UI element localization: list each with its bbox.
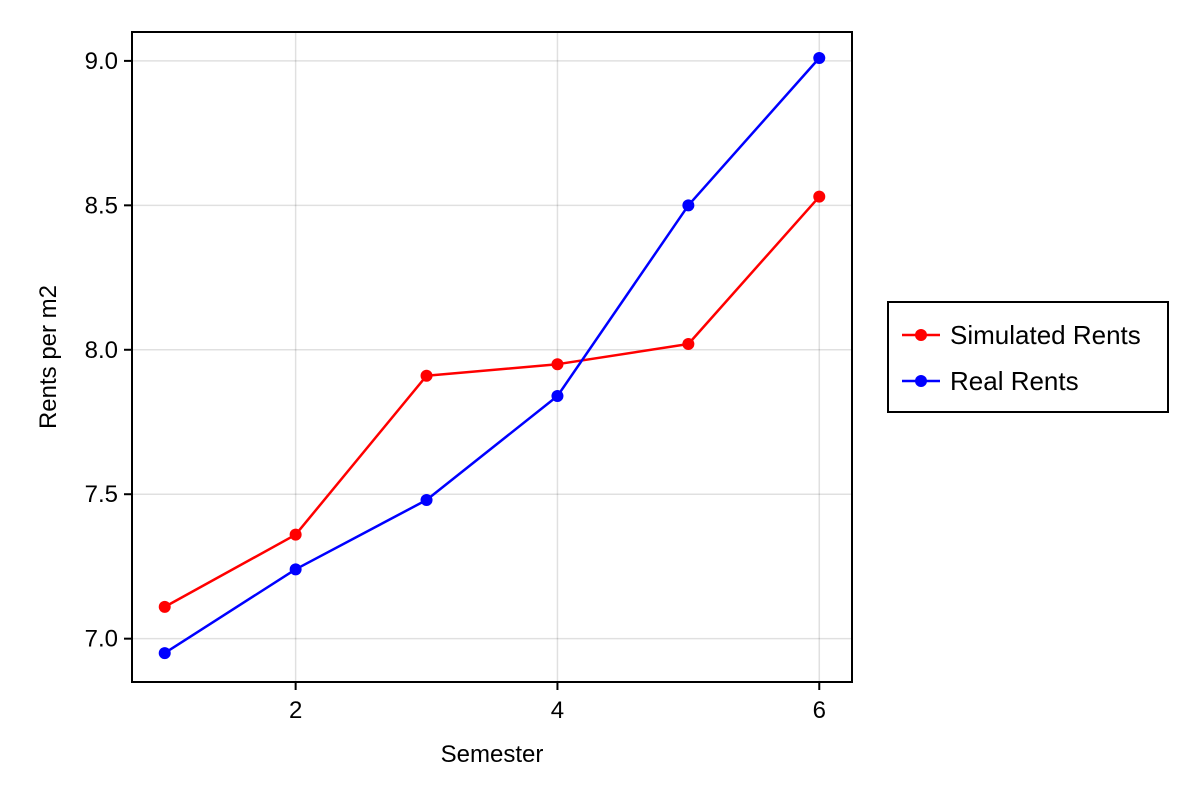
series-line xyxy=(164,57,821,655)
data-point xyxy=(420,369,433,382)
series-simulated-rents xyxy=(158,190,826,613)
legend-items: Simulated Rents Real Rents xyxy=(902,320,1141,396)
legend-label: Simulated Rents xyxy=(950,320,1141,350)
data-point xyxy=(682,199,695,212)
data-point xyxy=(289,563,302,576)
legend-marker xyxy=(915,375,927,387)
data-point xyxy=(813,190,826,203)
plot-area-frame xyxy=(131,31,853,683)
y-tick-label: 7.5 xyxy=(85,481,118,508)
x-tick-label: 4 xyxy=(551,697,564,724)
data-point xyxy=(551,390,564,402)
legend-item: Simulated Rents xyxy=(902,320,1141,350)
axis-ticks: 2 4 6 7.0 7.5 8.0 8.5 9.0 xyxy=(85,48,826,724)
y-axis-title: Rents per m2 xyxy=(35,285,62,429)
x-axis-title: Semester xyxy=(441,741,544,768)
legend-box xyxy=(887,301,1169,413)
y-tick-label: 7.0 xyxy=(85,626,118,653)
series-real-rents xyxy=(158,52,826,660)
data-point xyxy=(158,600,171,613)
series-lines xyxy=(158,52,826,660)
series-line xyxy=(164,195,821,608)
grid-lines xyxy=(132,32,852,682)
y-tick-label: 8.5 xyxy=(85,192,118,219)
x-tick-label: 6 xyxy=(813,697,826,724)
data-point xyxy=(551,358,564,371)
legend-item: Real Rents xyxy=(902,366,1079,396)
legend-marker xyxy=(915,329,927,341)
x-tick-label: 2 xyxy=(289,697,302,724)
data-point xyxy=(158,647,171,660)
data-point xyxy=(289,528,302,541)
legend-label: Real Rents xyxy=(950,366,1079,396)
legend: Simulated Rents Real Rents xyxy=(887,301,1169,413)
data-point xyxy=(682,338,695,350)
y-tick-label: 9.0 xyxy=(85,48,118,75)
data-point xyxy=(813,52,826,64)
data-point xyxy=(420,494,433,506)
y-tick-label: 8.0 xyxy=(85,337,118,364)
